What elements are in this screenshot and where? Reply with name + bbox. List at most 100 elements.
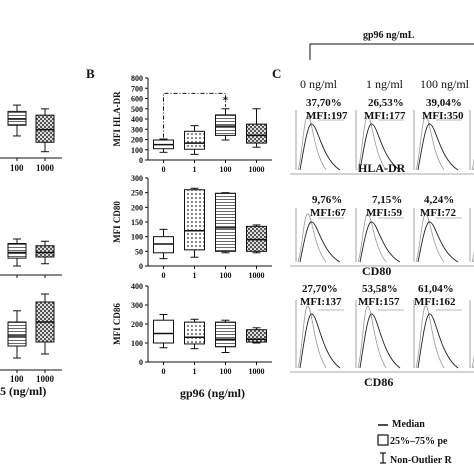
cd86-mfi-1: MFI:157 [358,296,400,308]
cd80-pct-1: 7,15% [372,194,403,206]
flow-hist-r2-c0-isotype [297,305,327,369]
flow-hist-r0-c2-isotype [415,115,445,171]
flow-hist-r0-c1-stained [359,123,401,171]
panel-b-cd86-ytick-label-200: 200 [131,320,143,329]
panel-b-hla-dr-ytick-label-800: 800 [131,74,143,83]
panel-b-hla-dr-ytick-label-400: 400 [131,115,143,124]
row-name-cd80: CD80 [362,264,392,278]
hladr-pct-2: 39,04% [426,97,462,109]
panel-b-hla-dr-ytick-label-300: 300 [131,125,143,134]
panel-a-1-box-1000-box [35,245,55,258]
flow-hist-r1-c1-stained [359,221,401,263]
panel-b-hla-dr-xtick-label-100: 100 [220,165,232,174]
panel-b-cd80-box-100-box [215,192,236,252]
flow-hist-r2-c1-isotype [357,305,387,369]
panel-b-cd80-ytick-label-250: 250 [131,189,143,198]
legend-box-symbol [377,434,389,446]
cd86-pct-0: 27,70% [302,283,338,295]
flow-hist-r1-c2-stained [417,221,459,263]
panel-a-partial [0,104,62,373]
flow-header: gp96 ng/mL [363,30,415,41]
panel-b-hla-dr-xtick-label-0: 0 [162,165,166,174]
panel-b-cd80-ytick-label-200: 200 [131,203,143,212]
panel-b-cd86-xtick-label-1: 1 [193,367,197,376]
legend-symbols [377,424,389,464]
flow-hist-r2-c2-isotype [415,305,445,369]
panel-b-cd80-xtick-label-1: 1 [193,271,197,280]
panel-b-cd86-xtick-label-100: 100 [220,367,232,376]
hladr-pct-0: 37,70% [306,97,342,109]
hladr-mfi-2: MFI:350 [422,110,464,122]
cd80-mfi-2: MFI:72 [420,207,457,219]
panel-b-hla-dr-ylabel: MFI HLA-DR [112,91,122,147]
panel-a-xlabel: 5 (ng/ml) [0,384,47,398]
panel-b-hla-dr-box-1-box [184,130,205,150]
cd80-mfi-1: MFI:59 [366,207,403,219]
flow-hist-r1-c0-stained [299,221,341,263]
panel-a-top-xtick-1000: 1000 [36,163,54,173]
legend-median-label: Median [392,419,425,430]
panel-b-cd86-ytick-label-100: 100 [131,339,143,348]
panel-b-cd80-ytick-label-50: 50 [135,247,143,256]
row-name-cd86: CD86 [364,375,394,389]
flow-hist-r0-c0-stained [299,123,341,171]
flow-hist-r0-c0-isotype [297,115,327,171]
flow-hist-r0-c2-stained [417,123,459,171]
panel-b-letter: B [86,66,95,81]
panel-b-hla-dr-significance-star: * [223,95,229,107]
panel-a-bottom-xtick-1000: 1000 [36,374,54,384]
panel-b-cd86-box-100-box [215,321,236,348]
panel-b-hla-dr-ytick-label-700: 700 [131,84,143,93]
panel-b-cd80-xtick-label-1000: 1000 [249,271,265,280]
panel-a-0-box-1000-box [35,114,55,143]
flow-hist-r1-c1-isotype [357,213,387,263]
panel-b-cd80-ytick-label-150: 150 [131,218,143,227]
panel-b-cd80-ytick-label-300: 300 [131,174,143,183]
panel-b-cd80-ytick-label-0: 0 [139,262,143,271]
panel-a-1-box-100-box [7,243,27,259]
flow-conc-100: 100 ng/ml [420,77,470,91]
flow-conc-0: 0 ng/ml [300,77,338,91]
flow-hist-r0-c1-isotype [357,115,387,171]
panel-b-hla-dr-ytick-label-0: 0 [139,156,143,165]
panel-b-hla-dr-box-1000-box [246,123,267,144]
panel-b-cd86-ytick-label-400: 400 [131,282,143,291]
cd86-mfi-2: MFI:162 [414,296,456,308]
panel-b-cd86-box-1000-box [246,329,267,343]
panel-b-hla-dr-ytick-label-200: 200 [131,136,143,145]
panel-c-letter: C [272,66,282,81]
panel-b-hla-dr-ytick-label-500: 500 [131,105,143,114]
flow-hist-r1-c0-isotype [297,213,327,263]
panel-b-cd86-ytick-label-300: 300 [131,301,143,310]
hladr-mfi-0: MFI:197 [306,110,348,122]
flow-hist-r2-c1-stained [359,313,401,369]
panel-a-top-xtick-100: 100 [10,163,24,173]
panel-b-cd80-ylabel: MFI CD80 [112,201,122,243]
flow-hist-r2-c2-stained [417,313,459,369]
panel-b-cd86-xtick-label-0: 0 [162,367,166,376]
flow-header-bracket [309,43,474,60]
cd80-mfi-0: MFI:67 [310,207,347,219]
panel-b-cd80-xtick-label-0: 0 [162,271,166,280]
legend-box-label: 25%–75% pe [390,436,448,447]
panel-b-xlabel: gp96 (ng/ml) [180,386,246,400]
panel-c-flow-histograms [290,43,474,373]
panel-b-cd80-ytick-label-100: 100 [131,233,143,242]
panel-b-hla-dr-ytick-label-100: 100 [131,146,143,155]
panel-b-cd80-xtick-label-100: 100 [220,271,232,280]
panel-b-hla-dr-significance-bracket [163,92,226,138]
panel-b-cd86-box-1-box [184,321,205,345]
cd86-pct-2: 61,04% [418,283,454,295]
panel-b-cd86-xtick-label-1000: 1000 [249,367,265,376]
panel-a-bottom-xtick-100: 100 [10,374,24,384]
panel-b-hla-dr-xtick-label-1000: 1000 [249,165,265,174]
panel-b-cd80-box-1-box [184,189,205,251]
panel-b-hla-dr-xtick-label-1: 1 [193,165,197,174]
hladr-mfi-1: MFI:177 [364,110,406,122]
row-name-hladr: HLA-DR [358,161,406,175]
flow-conc-1: 1 ng/ml [366,77,404,91]
flow-hist-r1-c2-isotype [415,213,445,263]
hladr-pct-1: 26,53% [368,97,404,109]
panel-b-cd86-ytick-label-0: 0 [139,358,143,367]
